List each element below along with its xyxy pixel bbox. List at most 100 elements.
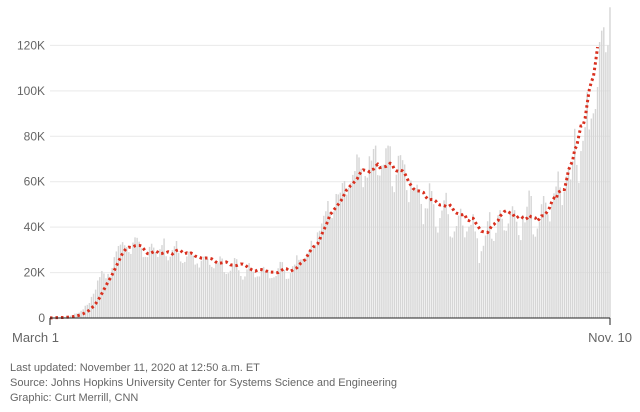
bar: [482, 245, 485, 318]
bar: [107, 273, 109, 318]
bar: [310, 240, 313, 318]
bar: [231, 265, 234, 318]
bar: [84, 305, 86, 318]
bar: [534, 236, 537, 318]
bar: [244, 276, 246, 318]
bar: [563, 191, 566, 318]
bar: [368, 156, 371, 318]
y-tick-labels: 0 20K 40K 60K 80K 100K 120K: [17, 38, 45, 325]
bar: [522, 215, 524, 318]
bar: [462, 225, 464, 318]
bar: [167, 260, 169, 318]
bar: [128, 252, 130, 318]
bar: [281, 262, 284, 318]
bar: [466, 231, 468, 318]
bar: [227, 273, 230, 318]
bar: [503, 230, 505, 318]
bar: [435, 226, 437, 318]
bar: [267, 270, 269, 318]
bar: [387, 145, 389, 318]
bar: [225, 273, 228, 318]
bar: [486, 221, 489, 318]
bar: [331, 218, 333, 318]
bar: [559, 187, 561, 318]
bar: [70, 315, 72, 318]
bar: [474, 231, 476, 318]
bar: [206, 258, 209, 318]
bar: [449, 236, 452, 318]
bar: [86, 304, 89, 318]
bar: [246, 269, 248, 318]
bar: [358, 157, 360, 318]
bar: [515, 221, 518, 318]
bar: [530, 196, 532, 318]
bar: [598, 42, 601, 319]
bar: [320, 223, 323, 318]
bar: [136, 237, 138, 318]
bar: [318, 230, 321, 318]
bar: [403, 164, 406, 318]
bar: [103, 273, 105, 318]
bar: [569, 179, 572, 318]
bar: [329, 211, 331, 318]
bar: [171, 250, 174, 318]
bar: [574, 128, 576, 318]
bar: [567, 167, 570, 318]
bar: [273, 277, 275, 318]
last-updated-text: Last updated: November 11, 2020 at 12:50…: [10, 362, 260, 374]
bar: [254, 277, 257, 318]
bar: [488, 212, 491, 318]
bar: [314, 244, 317, 318]
bar: [327, 201, 329, 318]
bar: [146, 257, 149, 318]
bar: [414, 188, 416, 318]
bar: [412, 190, 414, 318]
bar: [190, 252, 192, 318]
bar: [420, 203, 422, 318]
bar: [223, 272, 225, 318]
bar: [551, 202, 553, 318]
bar: [445, 192, 447, 318]
bar: [447, 214, 449, 318]
bar: [513, 210, 516, 318]
bar: [538, 221, 541, 318]
bar: [576, 164, 578, 318]
bar: [561, 205, 564, 318]
y-tick-label: 40K: [24, 220, 45, 234]
bar: [468, 226, 470, 318]
bar: [484, 235, 487, 318]
bar: [480, 251, 483, 318]
bar: [242, 279, 244, 318]
bar: [192, 255, 194, 318]
bar: [426, 208, 429, 318]
bar: [603, 27, 605, 318]
bar: [379, 175, 381, 318]
bar: [354, 171, 356, 318]
bar: [410, 180, 412, 318]
bar: [609, 7, 611, 319]
bar: [184, 261, 186, 318]
bar: [250, 267, 252, 318]
bar: [211, 266, 213, 318]
bar: [325, 211, 327, 318]
bar: [383, 164, 385, 318]
bar: [605, 52, 607, 319]
bar: [300, 259, 302, 318]
bar: [553, 193, 555, 318]
bar: [397, 155, 400, 318]
bar: [115, 251, 118, 318]
bar: [76, 313, 78, 318]
bar: [196, 263, 198, 318]
bar: [432, 204, 435, 318]
bar: [451, 237, 454, 318]
bar: [119, 244, 122, 318]
bar: [352, 174, 354, 318]
bar: [532, 234, 534, 318]
bar: [416, 184, 418, 318]
bar: [80, 310, 82, 318]
bar: [428, 183, 431, 318]
bar: [177, 252, 180, 318]
bar: [235, 259, 238, 318]
bar: [540, 204, 543, 318]
bar: [341, 183, 344, 318]
